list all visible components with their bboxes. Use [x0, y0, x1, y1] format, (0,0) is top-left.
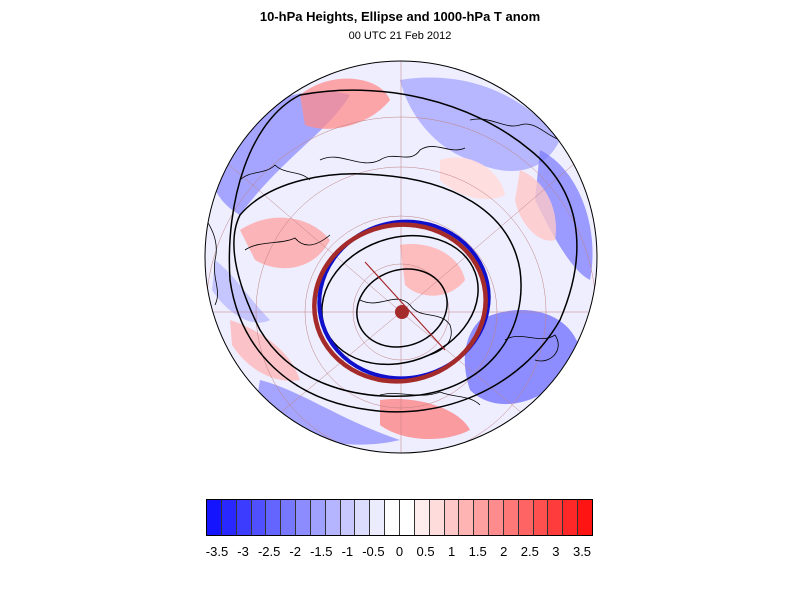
colorbar-labels: -3.5 -3 -2.5 -2 -1.5 -1 -0.5 0 0.5 1 1.5 2 2.5 3 3.5 [206, 544, 593, 560]
colorbar-segment [533, 500, 549, 535]
colorbar-segment [266, 500, 282, 535]
colorbar-segment [385, 500, 400, 535]
colorbar-tick-label: 2 [500, 544, 508, 559]
cold-anomaly-region [400, 77, 560, 172]
colorbar-tick-label: -2 [289, 544, 301, 559]
coastline [504, 334, 559, 362]
colorbar-segment [548, 500, 564, 535]
warm-anomaly-region [515, 170, 556, 241]
colorbar-tick-label: -0.5 [362, 544, 385, 559]
coastline [469, 118, 561, 141]
red-ellipse [312, 222, 488, 384]
map-border [204, 60, 598, 454]
colorbar-segment [503, 500, 519, 535]
colorbar-segment [518, 500, 534, 535]
colorbar-segment [355, 500, 371, 535]
height-contour [233, 173, 522, 397]
colorbar-tick-label: -3 [237, 544, 249, 559]
warm-anomaly-region [240, 217, 330, 269]
colorbar-segment [236, 500, 252, 535]
height-contour [228, 89, 578, 413]
colorbar-tick-label: -3.5 [205, 544, 229, 559]
colorbar-tick-label: 0.5 [416, 544, 435, 559]
coastline [244, 234, 331, 251]
colorbar-segment [399, 500, 415, 535]
colorbar-tick-label: 3.5 [572, 544, 592, 559]
colorbar-segment [414, 500, 430, 535]
colorbar-segment [459, 500, 475, 535]
cold-anomaly-region [535, 150, 593, 280]
coastlines [205, 118, 561, 406]
colorbar-segment [429, 500, 445, 535]
colorbar-segment [221, 500, 237, 535]
ellipse-center-marker [395, 305, 409, 319]
colorbar-tick-label: 3 [552, 544, 560, 559]
coastline [319, 146, 466, 164]
colorbar-tick-label: 0 [395, 544, 404, 559]
coastline [239, 164, 311, 181]
height-contour [356, 268, 448, 348]
warm-anomaly-region [400, 244, 465, 296]
colorbar-segment [444, 500, 460, 535]
colorbar-segment [207, 500, 222, 535]
colorbar-segment [296, 500, 311, 535]
colorbar-segment [340, 500, 356, 535]
coastline [379, 391, 481, 406]
map-title: 10-hPa Heights, Ellipse and 1000-hPa T a… [259, 9, 541, 24]
colorbar-tick-label: 1.5 [468, 544, 487, 559]
colorbar-segment [281, 500, 297, 535]
colorbar-segment [251, 500, 267, 535]
warm-anomaly-region [440, 157, 505, 200]
colorbar-tick-label: -2.5 [257, 544, 281, 559]
colorbar-segment [489, 500, 504, 535]
colorbar-segment [563, 500, 579, 535]
warm-anomaly-region [380, 399, 470, 440]
colorbar-tick-label: -1 [341, 544, 354, 559]
colorbar-tick-label: 1 [448, 544, 456, 559]
colorbar-tick-label: -1.5 [310, 544, 333, 559]
vortex-ellipse-overlay [312, 219, 491, 384]
colorbar-segment [578, 500, 592, 535]
colorbar-segment [325, 500, 341, 535]
map-subtitle: 00 UTC 21 Feb 2012 [348, 30, 452, 42]
cold-anomaly-region [212, 260, 270, 323]
colorbar-segment [310, 500, 326, 535]
colorbar-segment [474, 500, 490, 535]
colorbar [206, 499, 593, 536]
colorbar-tick-label: 2.5 [520, 544, 539, 559]
colorbar-segment [370, 500, 386, 535]
